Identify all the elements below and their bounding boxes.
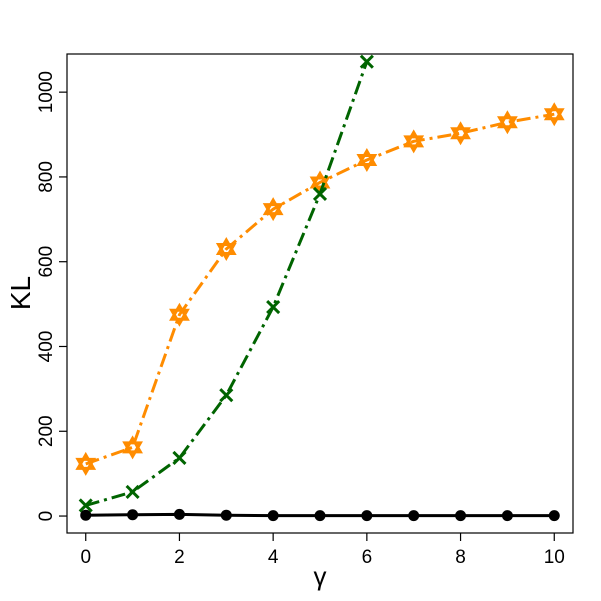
data-point — [172, 450, 187, 466]
data-point — [403, 129, 425, 154]
data-point — [267, 510, 279, 522]
data-point — [359, 54, 374, 69]
x-axis-label: γ — [314, 561, 327, 591]
y-tick-label: 200 — [36, 415, 57, 447]
data-point — [220, 509, 232, 521]
data-point — [312, 186, 328, 201]
x-tick-label: 4 — [268, 547, 279, 568]
series-2 — [80, 508, 560, 522]
y-axis-label: KL — [5, 276, 36, 310]
x-tick-label: 0 — [80, 547, 91, 568]
data-point — [361, 510, 373, 522]
data-point — [127, 509, 139, 521]
data-point — [173, 508, 185, 520]
data-point — [314, 510, 326, 522]
x-tick-label: 8 — [455, 547, 466, 568]
x-tick-label: 2 — [174, 547, 185, 568]
series-line — [85, 61, 369, 507]
data-point — [169, 302, 190, 327]
series-line — [85, 112, 555, 466]
y-tick-label: 0 — [36, 511, 57, 522]
data-point — [408, 510, 420, 522]
y-tick-label: 600 — [36, 246, 57, 278]
data-point — [501, 510, 513, 522]
data-point — [356, 147, 378, 172]
data-point — [450, 121, 471, 146]
y-tick-label: 1000 — [36, 71, 57, 113]
data-point — [122, 435, 143, 460]
data-point — [548, 510, 560, 522]
data-point — [497, 110, 518, 135]
data-point — [262, 197, 284, 222]
data-point — [455, 510, 467, 522]
series-1 — [78, 54, 374, 513]
data-point — [75, 451, 97, 476]
data-point — [78, 498, 93, 513]
data-point — [125, 484, 140, 499]
data-point — [80, 509, 92, 521]
plot-frame — [66, 53, 574, 534]
y-tick-label: 400 — [36, 331, 57, 363]
y-tick-label: 800 — [36, 161, 57, 193]
x-tick-label: 6 — [362, 547, 373, 568]
x-tick-label: 10 — [544, 547, 565, 568]
data-point — [266, 300, 281, 315]
data-point — [215, 236, 237, 261]
data-point — [219, 388, 234, 403]
series-0 — [75, 102, 565, 476]
data-point — [543, 102, 565, 127]
